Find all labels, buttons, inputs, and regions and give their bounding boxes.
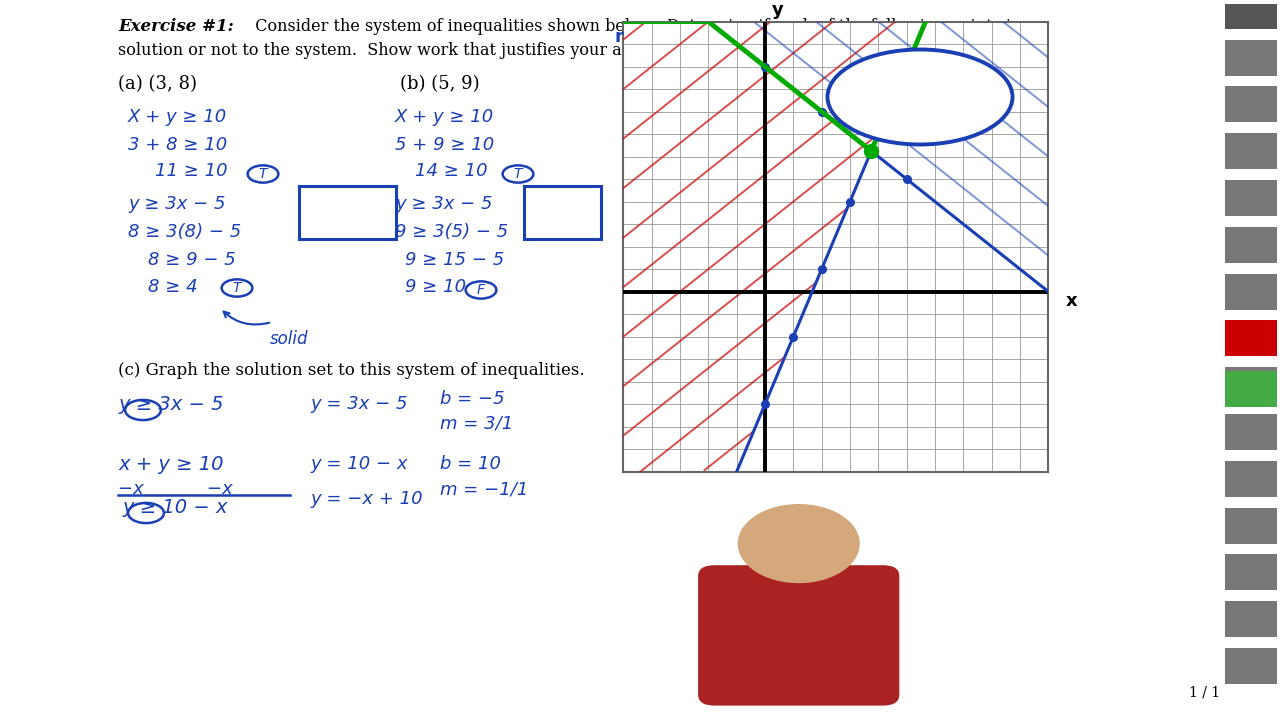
Text: y ≥ 3x − 5: y ≥ 3x − 5 — [128, 195, 225, 213]
Text: y ≥ 10 − x: y ≥ 10 − x — [122, 498, 228, 517]
Text: 9 ≥ 15 − 5: 9 ≥ 15 − 5 — [404, 251, 504, 269]
Text: y ≥ 3x − 5: y ≥ 3x − 5 — [876, 99, 964, 117]
Bar — [1225, 86, 1277, 122]
Text: solution set: solution set — [745, 55, 893, 112]
Text: (b) (5, 9): (b) (5, 9) — [399, 75, 480, 93]
Text: solid: solid — [270, 330, 308, 348]
Bar — [1225, 414, 1277, 450]
Bar — [1225, 648, 1277, 684]
Bar — [1225, 554, 1277, 590]
Text: X + y ≥ 10: X + y ≥ 10 — [396, 108, 494, 126]
Text: 11 ≥ 10: 11 ≥ 10 — [155, 162, 228, 180]
Text: y ≥ 3x − 5: y ≥ 3x − 5 — [396, 195, 493, 213]
Text: T: T — [259, 167, 268, 181]
Text: −x           −x: −x −x — [118, 480, 233, 498]
Text: b = 10: b = 10 — [440, 455, 500, 473]
Text: x + y ≥ 10: x + y ≥ 10 — [118, 455, 224, 474]
Bar — [1225, 274, 1277, 310]
Bar — [1225, 133, 1277, 169]
Bar — [1225, 40, 1277, 76]
Text: F: F — [477, 283, 485, 297]
Text: b = −5: b = −5 — [440, 390, 504, 408]
Text: solution or not to the system.  Show work that justifies your answers.: solution or not to the system. Show work… — [118, 42, 685, 59]
Bar — [1225, 180, 1277, 216]
Bar — [1225, 367, 1277, 403]
Text: y: y — [772, 1, 783, 19]
Text: m = 3/1: m = 3/1 — [440, 415, 513, 433]
Text: 1 / 1: 1 / 1 — [1189, 686, 1220, 700]
Text: x: x — [1065, 292, 1076, 310]
Text: T: T — [233, 281, 241, 295]
Text: Consider the system of inequalities shown below.  Determine if each of the follo: Consider the system of inequalities show… — [244, 18, 1034, 35]
Bar — [1225, 320, 1277, 356]
Text: 9 ≥ 10: 9 ≥ 10 — [404, 278, 466, 296]
Text: 8 ≥ 4: 8 ≥ 4 — [148, 278, 197, 296]
Text: Yes: Yes — [320, 215, 352, 234]
Text: T: T — [513, 167, 522, 181]
Text: 8 ≥ 3(8) − 5: 8 ≥ 3(8) − 5 — [128, 223, 241, 241]
FancyBboxPatch shape — [698, 565, 900, 706]
Text: 14 ≥ 10: 14 ≥ 10 — [415, 162, 488, 180]
Text: Exercise #1:: Exercise #1: — [118, 18, 234, 35]
Text: r: r — [614, 28, 623, 46]
Text: 5 + 9 ≥ 10: 5 + 9 ≥ 10 — [396, 136, 494, 154]
Bar — [1225, 601, 1277, 637]
Bar — [1225, 461, 1277, 497]
Text: m = −1/1: m = −1/1 — [440, 480, 529, 498]
Text: (c) Graph the solution set to this system of inequalities.: (c) Graph the solution set to this syste… — [118, 362, 585, 379]
Bar — [1225, 508, 1277, 544]
Text: (a) (3, 8): (a) (3, 8) — [118, 75, 197, 93]
Text: y = 10 − x: y = 10 − x — [310, 455, 407, 473]
Text: y = −x + 10: y = −x + 10 — [310, 490, 422, 508]
Circle shape — [739, 505, 859, 582]
Text: X + y ≥ 10: X + y ≥ 10 — [128, 108, 228, 126]
Text: y = 3x − 5: y = 3x − 5 — [310, 395, 407, 413]
Text: 8 ≥ 9 − 5: 8 ≥ 9 − 5 — [148, 251, 236, 269]
Text: 3 + 8 ≥ 10: 3 + 8 ≥ 10 — [128, 136, 228, 154]
Text: 9 ≥ 3(5) − 5: 9 ≥ 3(5) − 5 — [396, 223, 508, 241]
Bar — [1225, 4, 1277, 29]
Text: x + y > 10: x + y > 10 — [876, 73, 964, 91]
Text: y ≥ 3x − 5: y ≥ 3x − 5 — [118, 395, 224, 414]
Bar — [1225, 227, 1277, 263]
Text: No: No — [543, 215, 570, 234]
Bar — [1225, 371, 1277, 407]
